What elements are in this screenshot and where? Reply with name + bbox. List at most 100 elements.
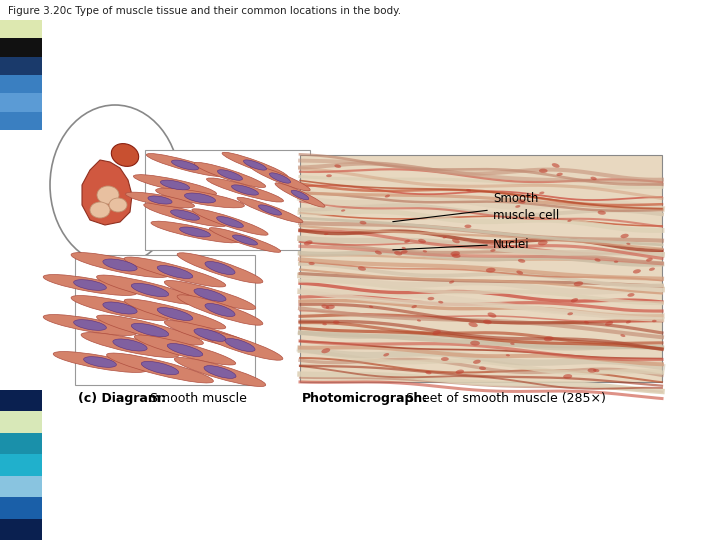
- Ellipse shape: [649, 267, 655, 271]
- Ellipse shape: [146, 153, 224, 177]
- Ellipse shape: [210, 228, 281, 252]
- Text: Smooth muscle: Smooth muscle: [146, 392, 247, 405]
- Ellipse shape: [113, 339, 147, 351]
- Ellipse shape: [538, 240, 548, 245]
- Ellipse shape: [369, 306, 374, 308]
- Ellipse shape: [232, 185, 258, 195]
- Ellipse shape: [125, 192, 194, 208]
- Ellipse shape: [73, 320, 107, 330]
- Ellipse shape: [205, 261, 235, 274]
- Ellipse shape: [325, 305, 335, 309]
- Ellipse shape: [321, 305, 329, 309]
- Ellipse shape: [194, 329, 226, 341]
- Ellipse shape: [590, 177, 597, 180]
- Ellipse shape: [103, 259, 137, 271]
- Bar: [0, 20, 42, 38]
- Ellipse shape: [334, 164, 341, 168]
- Ellipse shape: [452, 254, 461, 258]
- Ellipse shape: [652, 320, 657, 322]
- Ellipse shape: [53, 352, 147, 373]
- Bar: [0, 411, 42, 433]
- Ellipse shape: [401, 250, 408, 254]
- Ellipse shape: [593, 369, 600, 372]
- Ellipse shape: [483, 320, 492, 324]
- Ellipse shape: [194, 163, 266, 187]
- Ellipse shape: [81, 333, 179, 357]
- Bar: [0, 38, 42, 57]
- Ellipse shape: [426, 371, 431, 374]
- Ellipse shape: [167, 343, 203, 356]
- Ellipse shape: [539, 192, 544, 194]
- Ellipse shape: [464, 225, 472, 228]
- Ellipse shape: [423, 250, 427, 253]
- Ellipse shape: [107, 353, 213, 383]
- Ellipse shape: [112, 144, 139, 166]
- Ellipse shape: [621, 234, 629, 238]
- Ellipse shape: [141, 361, 179, 375]
- Ellipse shape: [487, 313, 496, 318]
- Ellipse shape: [217, 170, 243, 180]
- Ellipse shape: [384, 194, 390, 198]
- Ellipse shape: [71, 253, 169, 278]
- Bar: [0, 57, 42, 75]
- Ellipse shape: [633, 269, 641, 274]
- Ellipse shape: [571, 298, 578, 302]
- Ellipse shape: [479, 367, 486, 370]
- Ellipse shape: [516, 205, 521, 208]
- Bar: [75, 255, 255, 385]
- Ellipse shape: [584, 321, 589, 323]
- Text: Smooth
muscle cell: Smooth muscle cell: [493, 192, 559, 222]
- Ellipse shape: [470, 341, 480, 346]
- Ellipse shape: [43, 274, 137, 295]
- Ellipse shape: [237, 197, 303, 222]
- Ellipse shape: [433, 330, 441, 335]
- Ellipse shape: [125, 257, 226, 287]
- Ellipse shape: [563, 374, 572, 379]
- Ellipse shape: [456, 369, 464, 374]
- Ellipse shape: [71, 295, 169, 320]
- Ellipse shape: [258, 205, 282, 215]
- Ellipse shape: [567, 312, 573, 315]
- Ellipse shape: [486, 268, 495, 273]
- Ellipse shape: [646, 258, 653, 261]
- Ellipse shape: [304, 240, 312, 245]
- Ellipse shape: [621, 334, 626, 337]
- Ellipse shape: [557, 173, 563, 176]
- Ellipse shape: [131, 284, 168, 296]
- Ellipse shape: [552, 163, 559, 168]
- Ellipse shape: [171, 160, 199, 170]
- Ellipse shape: [204, 366, 236, 379]
- Ellipse shape: [326, 174, 332, 177]
- Ellipse shape: [516, 271, 523, 274]
- Ellipse shape: [50, 105, 180, 265]
- Ellipse shape: [518, 259, 526, 263]
- Ellipse shape: [194, 289, 226, 301]
- Ellipse shape: [157, 266, 193, 279]
- Ellipse shape: [598, 211, 606, 215]
- Ellipse shape: [125, 299, 226, 329]
- Ellipse shape: [151, 221, 239, 243]
- Ellipse shape: [469, 322, 478, 327]
- Ellipse shape: [544, 336, 554, 341]
- Ellipse shape: [359, 221, 366, 225]
- Ellipse shape: [451, 251, 460, 256]
- Bar: [0, 497, 42, 518]
- Ellipse shape: [510, 342, 515, 345]
- Ellipse shape: [605, 321, 613, 326]
- Ellipse shape: [131, 323, 168, 336]
- Bar: [0, 433, 42, 454]
- Ellipse shape: [466, 189, 471, 192]
- Ellipse shape: [341, 210, 346, 212]
- Polygon shape: [82, 160, 132, 225]
- Ellipse shape: [358, 266, 366, 271]
- Ellipse shape: [505, 354, 510, 356]
- Ellipse shape: [90, 202, 110, 218]
- Ellipse shape: [243, 160, 266, 170]
- Ellipse shape: [97, 186, 119, 204]
- Ellipse shape: [171, 210, 199, 220]
- Ellipse shape: [627, 293, 634, 297]
- Ellipse shape: [250, 165, 310, 191]
- Ellipse shape: [411, 305, 417, 308]
- Bar: [145, 150, 310, 250]
- Ellipse shape: [449, 280, 454, 284]
